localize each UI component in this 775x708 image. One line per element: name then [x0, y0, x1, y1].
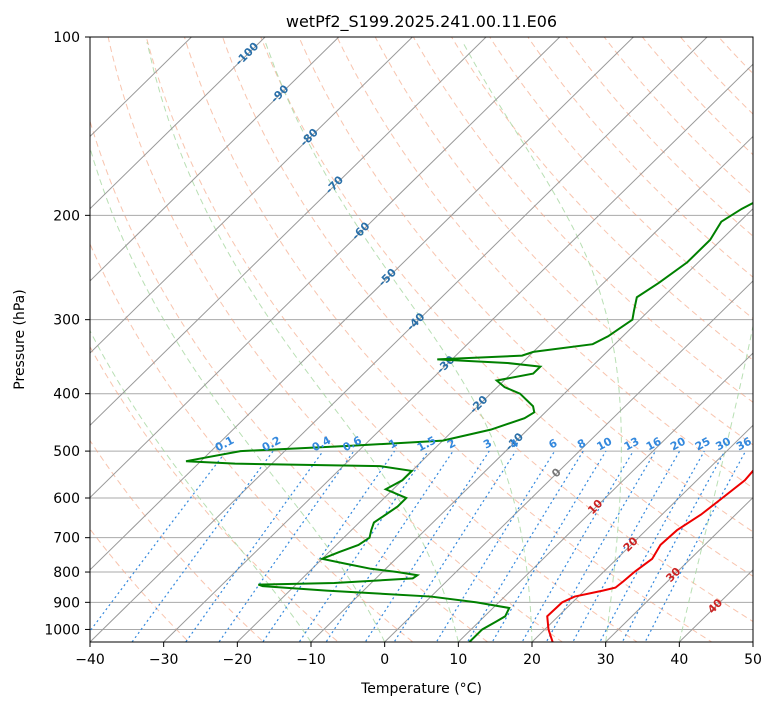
isotherm-line	[531, 424, 753, 642]
mixing-ratio-label: 16	[644, 435, 664, 454]
isotherm-line	[90, 37, 266, 210]
x-tick-label: 20	[523, 652, 541, 668]
mixing-ratio-label: 13	[622, 435, 642, 454]
dry-adiabat-line	[489, 37, 753, 320]
moist-adiabat-line	[462, 41, 622, 642]
mixing-ratio-line	[621, 450, 726, 642]
dry-adiabat-line	[90, 439, 265, 642]
isotherms	[90, 37, 753, 642]
dry-adiabat-line	[90, 528, 190, 642]
x-tick-label: 50	[744, 652, 762, 668]
y-tick-label: 300	[53, 313, 80, 329]
dry-adiabat-line	[450, 37, 753, 361]
y-axis-label: Pressure (hPa)	[12, 289, 28, 389]
mixing-ratio-label: 30	[713, 435, 733, 454]
dry-adiabat-line	[527, 37, 753, 278]
x-tick-label: −30	[149, 652, 179, 668]
y-tick-label: 800	[53, 565, 80, 581]
isotherm-line	[604, 496, 753, 642]
isotherm-line	[90, 37, 340, 282]
dewpoint-series-line	[185, 201, 753, 642]
y-tick-label: 200	[53, 208, 80, 224]
isotherm-line	[90, 37, 193, 138]
mixing-ratio-label: 20	[668, 435, 688, 454]
y-tick-label: 400	[53, 387, 80, 403]
x-tick-label: −10	[296, 652, 326, 668]
mixing-ratio-line	[298, 450, 429, 642]
isotherm-line	[162, 63, 753, 642]
x-tick-label: 0	[380, 652, 389, 668]
plot-frame	[89, 36, 754, 643]
isotherm-line	[90, 37, 708, 642]
dry-adiabats	[90, 37, 753, 642]
mixing-ratio-line	[262, 450, 396, 642]
dry-adiabat-line	[336, 37, 753, 489]
dry-adiabat-line	[145, 37, 638, 642]
mixing-ratio-line	[393, 450, 517, 642]
isotherm-line	[90, 37, 487, 427]
mixing-ratio-line	[185, 450, 324, 642]
dry-adiabat-line	[374, 37, 753, 446]
mixing-ratio-line	[599, 450, 705, 642]
isotherm-line	[310, 207, 753, 642]
dry-adiabat-line	[107, 37, 564, 642]
y-tick-label: 100	[53, 30, 80, 46]
dry-adiabat-line	[90, 119, 489, 642]
y-axis-ticks: 100 200 300 400 500 600 700 800 900 1000	[44, 30, 90, 638]
y-tick-label: 1000	[44, 622, 80, 638]
x-tick-label: −40	[75, 652, 105, 668]
mixing-ratio-line	[491, 450, 607, 642]
dry-adiabat-line	[412, 37, 753, 403]
x-tick-label: 30	[597, 652, 615, 668]
dry-adiabat-line	[222, 37, 753, 623]
isotherm-line	[90, 37, 561, 499]
y-tick-label: 700	[53, 531, 80, 547]
mixing-ratio-line	[545, 450, 656, 642]
isotherm-line	[457, 352, 753, 642]
mixing-ratio-label: 10	[595, 435, 615, 454]
x-tick-label: 40	[670, 652, 688, 668]
dry-adiabat-line	[90, 242, 414, 642]
mixing-ratio-line	[364, 450, 490, 642]
dry-adiabat-line	[260, 37, 753, 577]
x-tick-label: 10	[449, 652, 467, 668]
isotherm-line	[90, 37, 414, 354]
mixing-ratio-line	[521, 450, 634, 642]
moist-adiabat-line	[90, 146, 386, 642]
y-tick-label: 900	[53, 595, 80, 611]
isotherm-line	[236, 135, 753, 642]
moist-adiabat-line	[146, 41, 459, 642]
y-tick-label: 600	[53, 491, 80, 507]
mixing-ratio-line	[325, 450, 454, 642]
moist-adiabat-line	[264, 41, 533, 642]
x-axis-label: Temperature (°C)	[360, 681, 482, 697]
isotherm-line	[90, 37, 635, 571]
chart-title: wetPf2_S199.2025.241.00.11.E06	[286, 12, 557, 32]
y-tick-label: 500	[53, 444, 80, 460]
mixing-ratio-line	[644, 450, 747, 642]
mixing-ratio-line	[218, 450, 355, 642]
temperature-series-line	[546, 469, 753, 642]
x-axis-ticks: −40 −30 −20 −10 0 10 20 30 40 50	[75, 642, 762, 668]
mixing-ratio-line	[131, 450, 274, 642]
dry-adiabat-line	[183, 37, 713, 642]
mixing-ratio-line	[572, 450, 681, 642]
mixing-ratio-lines	[90, 450, 747, 642]
isotherm-line	[383, 280, 753, 642]
x-tick-label: −20	[223, 652, 253, 668]
mixing-ratio-label: 25	[693, 435, 713, 454]
mixing-ratio-line	[90, 450, 227, 633]
moist-adiabat-line	[678, 323, 753, 642]
mixing-ratio-label: 36	[734, 435, 754, 454]
pressure-gridlines	[90, 37, 753, 630]
